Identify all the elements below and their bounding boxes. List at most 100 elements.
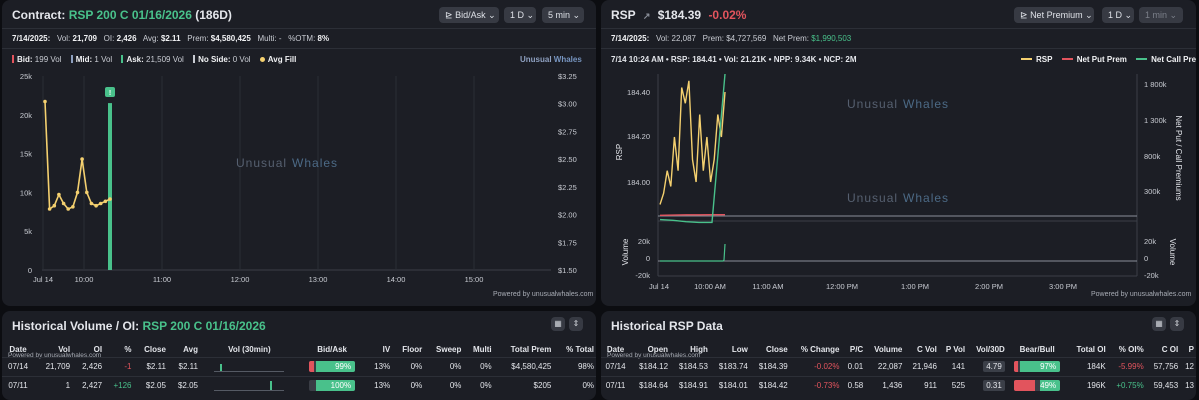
column-header[interactable]: Total Prem [510,345,552,355]
stat-netprem-label: Net Prem: [772,34,809,43]
column-header[interactable]: Multi [472,345,492,355]
legend-npp[interactable]: Net Put Prem [1061,55,1127,64]
range-dropdown[interactable]: 1 D ⌄ [1102,7,1134,23]
column-header[interactable]: P Vol [945,345,966,355]
table-cell: $2.05 [167,375,200,395]
column-header[interactable]: % [124,345,132,355]
ticker-header: RSP ↗ $184.39 -0.02% [611,8,746,22]
table-settings-icon[interactable]: ▦ [551,317,565,331]
volume-right-tick-label: -20k [1144,271,1159,280]
legend-mid[interactable]: Mid: 1 Vol [70,55,112,64]
net-put-prem-line [659,213,725,216]
column-header[interactable]: Vol [58,345,71,355]
table-row[interactable]: 07/11 1 2,427 +126 $2.05 $2.05 100% 13% 0% 0% 0% $2… [2,375,596,395]
legend-avgfill[interactable]: Avg Fill [259,55,296,64]
column-header[interactable]: Total OI [1076,345,1106,355]
column-header[interactable]: C OI [1161,345,1179,355]
days-to-expiry: (186D) [195,8,232,22]
contract-symbol[interactable]: RSP 200 C 01/16/2026 [68,8,192,22]
column-header[interactable]: Floor [402,345,423,355]
avg-fill-point [66,207,70,211]
column-header[interactable]: Bear/Bull [1019,345,1055,355]
column-header[interactable]: % Change [800,345,840,355]
chart-icon: ⊵ [1020,10,1028,20]
column-header[interactable]: Open [647,345,669,355]
historical-ticker-table: Date Open High Low Close % Change P/C Volume C V… [601,343,1196,395]
historical-ticker-title: Historical RSP Data [611,319,723,333]
expand-icon[interactable]: ⇕ [1170,317,1184,331]
legend-rsp[interactable]: RSP [1021,55,1052,64]
chevron-down-icon: ⌄ [572,10,581,20]
legend-bid-value: 199 Vol [34,55,62,64]
table-cell: $2.11 [133,356,168,376]
watermark: Unusual Whales [847,97,949,111]
column-header[interactable]: Vol (30min) [228,345,271,355]
bid-ask-gauge: 97% [1014,361,1061,372]
column-header[interactable]: Vol/30D [976,345,1005,355]
table-settings-icon[interactable]: ▦ [1152,317,1166,331]
ticker-stats: 7/14/2025: Vol: 22,087 Prem: $4,727,569 … [611,34,851,43]
table-cell: $184.91 [670,375,710,395]
ticker-chart[interactable]: Jul 14 10:00 AM 11:00 AM 12:00 PM 1:00 PM 2:0… [601,66,1196,306]
column-header[interactable]: % Total [566,345,594,355]
column-header[interactable]: C Vol [917,345,937,355]
contract-chart[interactable]: Jul 14 10:00 11:00 12:00 13:00 14:00 15:00 25k 2… [2,66,596,306]
x-tick-label: 3:00 PM [1049,282,1077,291]
legend-noside[interactable]: No Side: 0 Vol [193,55,251,64]
column-header[interactable]: OI [93,345,103,355]
column-header[interactable]: Close [144,345,166,355]
column-header[interactable]: Date [606,345,625,355]
legend-ask-value: 21,509 Vol [146,55,184,64]
ticker-symbol[interactable]: RSP [611,8,636,22]
expand-icon[interactable]: ⇕ [569,317,583,331]
powered-by: Powered by unusualwhales.com [607,352,701,359]
column-header[interactable]: Volume [874,345,903,355]
column-header[interactable]: % OI% [1118,345,1144,355]
y-right-tick-label: 1 300k [1144,116,1167,125]
column-header[interactable]: IV [382,345,391,355]
avg-fill-point [98,201,103,206]
column-header[interactable]: P/C [849,345,864,355]
hist-contract[interactable]: RSP 200 C 01/16/2026 [142,319,266,333]
marker-flag-label: ! [109,90,111,97]
interval-dropdown[interactable]: 5 min ⌄ [542,7,584,23]
price-type-dropdown[interactable]: ⊵ Bid/Ask ⌄ [439,7,499,23]
column-header[interactable]: Date [9,345,27,355]
volume-left-tick-label: 20k [638,237,650,246]
legend-ncp[interactable]: Net Call Prem [1136,55,1196,64]
table-header: Date Open High Low Close % Change P/C Volume C V… [601,343,1196,357]
table-cell: 1 [34,375,73,395]
legend-bid[interactable]: Bid: 199 Vol [12,55,62,64]
table-row[interactable]: 07/14 $184.12 $184.53 $183.74 $184.39 -0.02% 0… [601,356,1196,376]
table-cell: 07/11 [2,375,35,395]
column-header[interactable]: Low [731,345,748,355]
powered-by[interactable]: Powered by unusualwhales.com [1091,291,1192,298]
column-header[interactable]: Sweep [436,345,462,355]
table-cell: 911 [904,375,939,395]
range-dropdown[interactable]: 1 D ⌄ [504,7,536,23]
y-right-tick-label: $1.50 [558,266,577,275]
table-cell: 0.01 [841,356,866,376]
column-header[interactable]: P [1188,345,1194,355]
interval-dropdown[interactable]: 1 min ⌄ [1139,7,1183,23]
column-header[interactable]: High [690,345,708,355]
y-left-tick-label: 15k [20,150,32,159]
volume-right-tick-label: 0 [1144,254,1148,263]
y-right-tick-label: $2.00 [558,211,577,220]
metric-dropdown[interactable]: ⊵ Net Premium ⌄ [1014,7,1094,23]
legend-ask[interactable]: Ask: 21,509 Vol [121,55,184,64]
stat-netprem: $1,990,503 [811,34,852,43]
avg-fill-point [80,157,84,161]
column-header[interactable]: Avg [183,345,198,355]
y-right-tick-label: 1 800k [1144,80,1167,89]
table-cell: 2,426 [72,356,105,376]
table-row[interactable]: 07/11 $184.64 $184.91 $184.01 $184.42 -0.73% 0… [601,375,1196,395]
divider [2,28,596,29]
external-link-icon[interactable]: ↗ [642,11,651,21]
table-cell: 21,946 [904,356,939,376]
column-header[interactable]: Close [765,345,788,355]
table-row[interactable]: 07/14 21,709 2,426 -1 $2.11 $2.11 99% 13% 0% 0% 0%… [2,356,596,376]
powered-by[interactable]: Powered by unusualwhales.com [493,291,594,298]
column-header[interactable]: Bid/Ask [317,345,348,355]
y-right-tick-label: 300k [1144,187,1161,196]
